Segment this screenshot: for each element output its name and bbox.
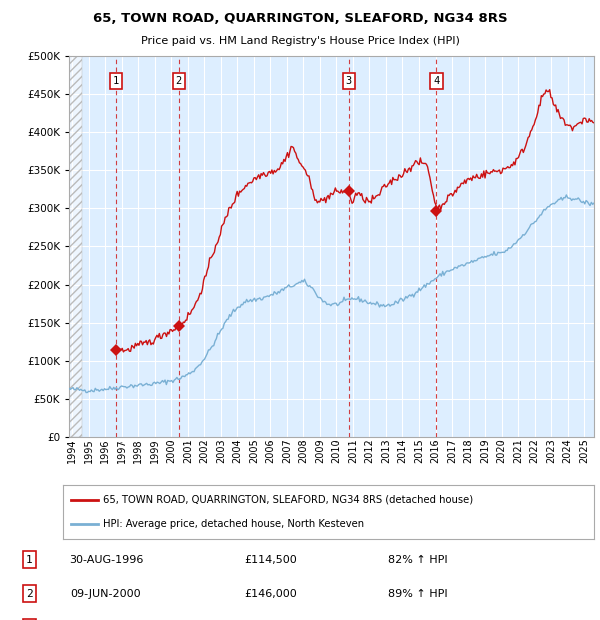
Text: £114,500: £114,500 [244,554,297,565]
Text: 1996: 1996 [100,438,110,463]
Text: 2013: 2013 [381,438,391,463]
Text: 2: 2 [26,588,33,599]
Text: 2010: 2010 [331,438,341,463]
Text: 65, TOWN ROAD, QUARRINGTON, SLEAFORD, NG34 8RS (detached house): 65, TOWN ROAD, QUARRINGTON, SLEAFORD, NG… [103,495,473,505]
Text: Price paid vs. HM Land Registry's House Price Index (HPI): Price paid vs. HM Land Registry's House … [140,37,460,46]
Text: 2016: 2016 [431,438,440,463]
Text: 2011: 2011 [348,438,358,463]
Text: 2015: 2015 [414,438,424,463]
Text: 65, TOWN ROAD, QUARRINGTON, SLEAFORD, NG34 8RS: 65, TOWN ROAD, QUARRINGTON, SLEAFORD, NG… [92,12,508,25]
Text: 1997: 1997 [117,438,127,463]
Text: 09-JUN-2000: 09-JUN-2000 [71,588,141,599]
Text: 2022: 2022 [530,438,539,463]
Text: 1: 1 [113,76,119,86]
Text: 4: 4 [433,76,440,86]
Text: 2018: 2018 [464,438,473,463]
Text: 2002: 2002 [199,438,209,463]
Text: 2004: 2004 [232,438,242,463]
Text: 2003: 2003 [216,438,226,463]
Text: 1: 1 [26,554,33,565]
Text: 2009: 2009 [315,438,325,463]
Text: 2014: 2014 [397,438,407,463]
Text: 2021: 2021 [513,438,523,463]
Text: 1995: 1995 [84,438,94,463]
Text: 30-AUG-1996: 30-AUG-1996 [69,554,143,565]
Text: 2012: 2012 [364,438,374,463]
Text: HPI: Average price, detached house, North Kesteven: HPI: Average price, detached house, Nort… [103,519,364,529]
Text: 2020: 2020 [497,438,506,463]
Text: 2019: 2019 [480,438,490,463]
Text: 2025: 2025 [579,438,589,463]
Text: 2005: 2005 [249,438,259,463]
Text: 2023: 2023 [546,438,556,463]
Text: 2006: 2006 [265,438,275,463]
Text: 1998: 1998 [133,438,143,463]
Text: 1994: 1994 [67,438,77,463]
Text: 89% ↑ HPI: 89% ↑ HPI [388,588,448,599]
Text: 3: 3 [346,76,352,86]
Text: 2008: 2008 [298,438,308,463]
Text: 2007: 2007 [282,438,292,463]
Text: 2000: 2000 [166,438,176,463]
Text: 2: 2 [175,76,182,86]
Text: 2024: 2024 [563,438,572,463]
Text: 2001: 2001 [183,438,193,463]
Text: 1999: 1999 [150,438,160,463]
Text: 2017: 2017 [447,438,457,463]
Text: £146,000: £146,000 [244,588,297,599]
Text: 82% ↑ HPI: 82% ↑ HPI [388,554,448,565]
